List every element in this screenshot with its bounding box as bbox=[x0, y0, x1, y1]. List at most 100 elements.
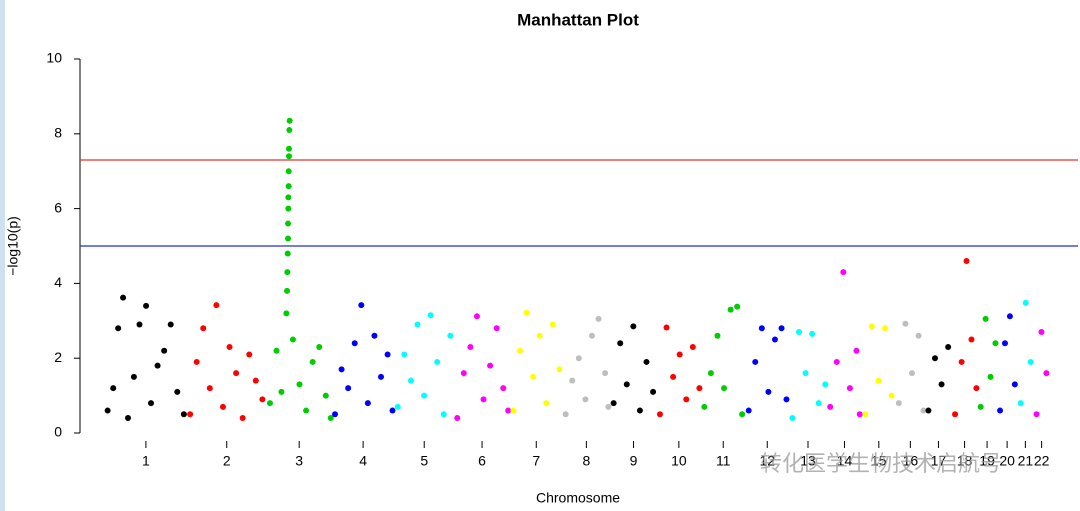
snp-point bbox=[771, 336, 778, 343]
snp-point bbox=[252, 377, 259, 384]
snp-point bbox=[285, 183, 292, 190]
snp-point bbox=[167, 321, 174, 328]
snp-point bbox=[303, 407, 310, 414]
snp-point bbox=[562, 411, 569, 418]
snp-point bbox=[783, 396, 790, 403]
snp-point bbox=[371, 332, 378, 339]
x-tick-label: 17 bbox=[931, 453, 947, 469]
snp-point bbox=[968, 336, 975, 343]
x-tick-label: 10 bbox=[671, 453, 687, 469]
snp-point bbox=[434, 358, 441, 365]
snp-point bbox=[875, 377, 882, 384]
snp-point bbox=[536, 332, 543, 339]
snp-point bbox=[663, 324, 670, 331]
snp-point bbox=[1017, 400, 1024, 407]
snp-point bbox=[582, 396, 589, 403]
snp-point bbox=[765, 388, 772, 395]
snp-point bbox=[963, 257, 970, 264]
snp-point bbox=[332, 411, 339, 418]
snp-point bbox=[610, 400, 617, 407]
snp-point bbox=[1011, 381, 1018, 388]
snp-point bbox=[1022, 299, 1029, 306]
y-tick-label: 6 bbox=[54, 199, 62, 215]
snp-point bbox=[1033, 411, 1040, 418]
snp-point bbox=[908, 370, 915, 377]
snp-point bbox=[467, 343, 474, 350]
snp-point bbox=[846, 385, 853, 392]
snp-point bbox=[752, 358, 759, 365]
snp-point bbox=[862, 411, 869, 418]
snp-point bbox=[549, 321, 556, 328]
snp-point bbox=[938, 381, 945, 388]
snp-point bbox=[161, 347, 168, 354]
snp-point bbox=[714, 332, 721, 339]
snp-point bbox=[273, 347, 280, 354]
snp-point bbox=[200, 325, 207, 332]
snp-point bbox=[327, 415, 334, 422]
snp-point bbox=[110, 385, 117, 392]
snp-point bbox=[219, 403, 226, 410]
snp-point bbox=[480, 396, 487, 403]
snp-point bbox=[739, 411, 746, 418]
snp-point bbox=[676, 351, 683, 358]
snp-point bbox=[378, 373, 385, 380]
snp-point bbox=[588, 332, 595, 339]
snp-point bbox=[174, 388, 181, 395]
snp-point bbox=[358, 302, 365, 309]
snp-point bbox=[802, 370, 809, 377]
snp-point bbox=[840, 269, 847, 276]
snp-point bbox=[510, 407, 517, 414]
x-tick-label: 12 bbox=[759, 453, 775, 469]
snp-point bbox=[414, 321, 421, 328]
snp-point bbox=[154, 362, 161, 369]
x-tick-label: 5 bbox=[420, 453, 428, 469]
snp-point bbox=[473, 313, 480, 320]
x-tick-label: 19 bbox=[979, 453, 995, 469]
snp-point bbox=[401, 351, 408, 358]
x-tick-label: 9 bbox=[630, 453, 638, 469]
x-tick-label: 18 bbox=[957, 453, 973, 469]
snp-point bbox=[827, 403, 834, 410]
snp-point bbox=[136, 321, 143, 328]
snp-point bbox=[278, 388, 285, 395]
snp-point bbox=[440, 411, 447, 418]
snp-point bbox=[104, 407, 111, 414]
snp-point bbox=[556, 366, 563, 373]
x-tick-label: 4 bbox=[359, 453, 367, 469]
y-tick-label: 10 bbox=[46, 50, 62, 66]
y-tick-label: 0 bbox=[54, 424, 62, 440]
snp-point bbox=[758, 325, 765, 332]
snp-point bbox=[286, 145, 293, 152]
snp-point bbox=[575, 355, 582, 362]
snp-point bbox=[1038, 329, 1045, 336]
snp-point bbox=[284, 287, 291, 294]
snp-point bbox=[683, 396, 690, 403]
snp-point bbox=[992, 340, 999, 347]
x-tick-label: 15 bbox=[871, 453, 887, 469]
snp-point bbox=[977, 403, 984, 410]
x-tick-label: 13 bbox=[800, 453, 816, 469]
snp-point bbox=[543, 400, 550, 407]
snp-point bbox=[286, 117, 293, 124]
window-edge bbox=[0, 0, 5, 511]
snp-point bbox=[643, 358, 650, 365]
snp-point bbox=[815, 400, 822, 407]
snp-point bbox=[1006, 313, 1013, 320]
snp-point bbox=[902, 320, 909, 327]
x-tick-label: 22 bbox=[1034, 453, 1050, 469]
snp-point bbox=[670, 373, 677, 380]
snp-point bbox=[920, 407, 927, 414]
snp-point bbox=[602, 370, 609, 377]
chart-title: Manhattan Plot bbox=[517, 10, 639, 29]
snp-point bbox=[286, 127, 293, 134]
snp-point bbox=[338, 366, 345, 373]
snp-point bbox=[868, 323, 875, 330]
snp-point bbox=[822, 381, 829, 388]
snp-point bbox=[701, 403, 708, 410]
snp-point bbox=[148, 400, 155, 407]
snp-point bbox=[523, 309, 530, 316]
snp-point bbox=[309, 358, 316, 365]
snp-point bbox=[915, 332, 922, 339]
snp-point bbox=[246, 351, 253, 358]
snp-point bbox=[925, 407, 932, 414]
